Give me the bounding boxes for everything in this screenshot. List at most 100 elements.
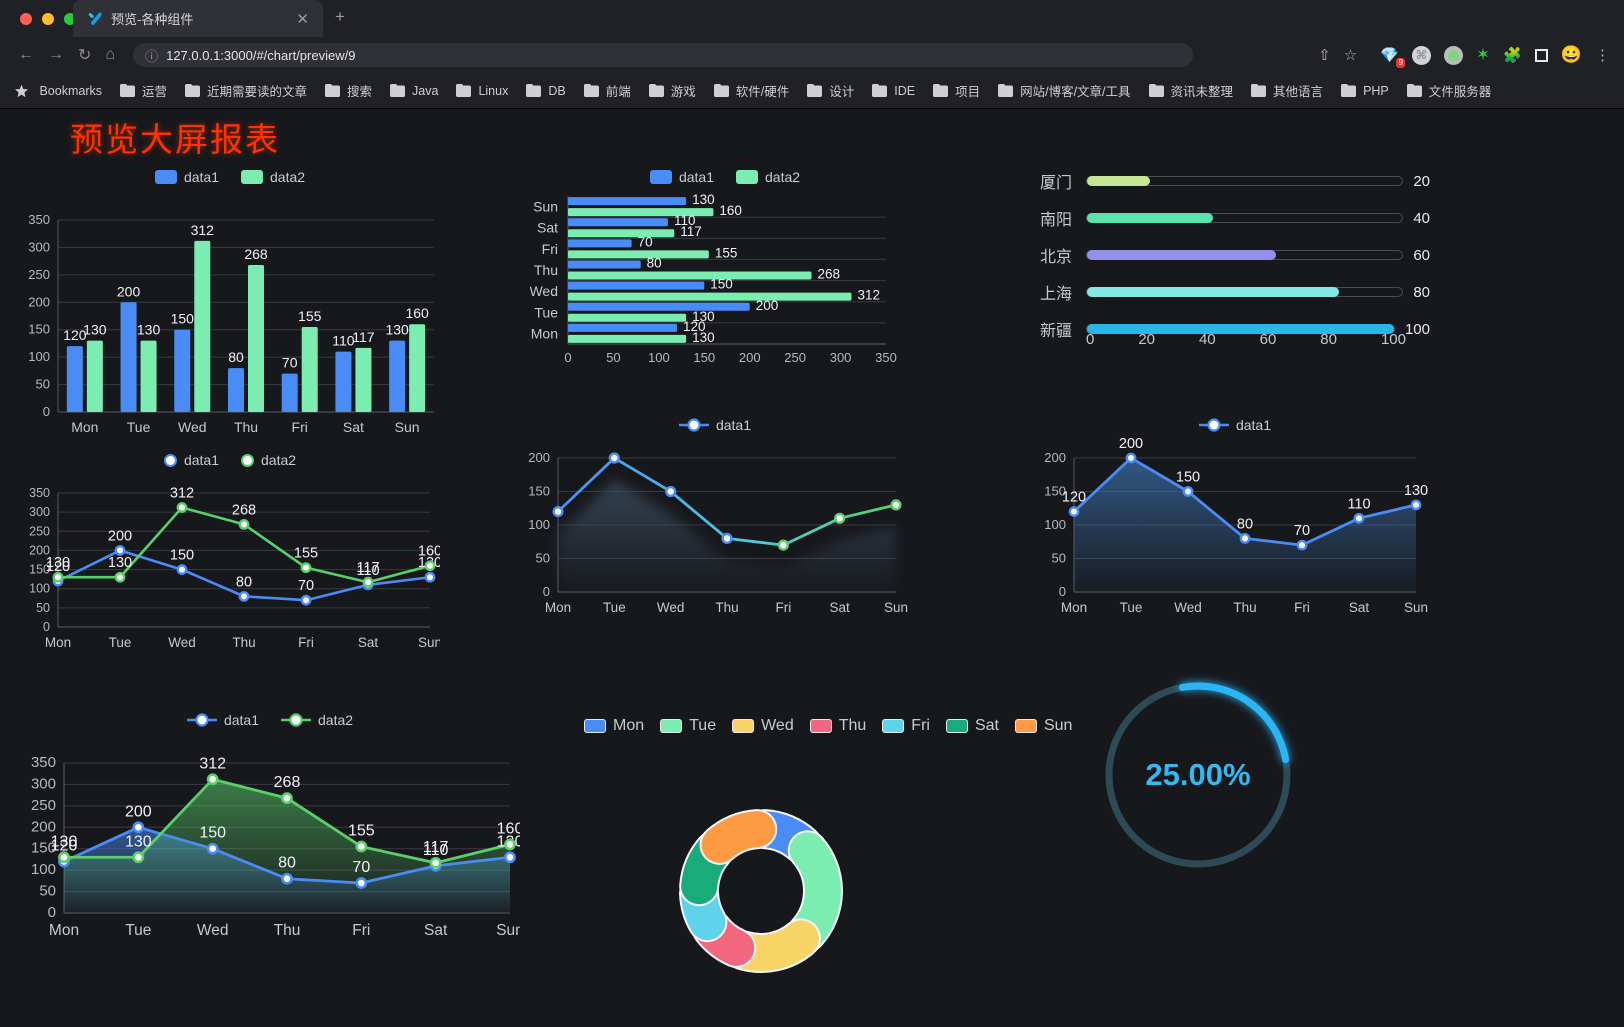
svg-text:200: 200 [125,803,152,820]
svg-text:350: 350 [28,212,50,227]
svg-text:130: 130 [46,555,70,571]
svg-text:Wed: Wed [168,635,196,647]
svg-text:Sat: Sat [537,220,558,236]
svg-text:0: 0 [1059,584,1066,599]
svg-text:Thu: Thu [234,419,258,435]
svg-text:268: 268 [817,267,840,282]
svg-text:110: 110 [1347,496,1370,512]
svg-text:50: 50 [1052,551,1066,566]
svg-text:117: 117 [356,560,379,576]
svg-text:100: 100 [28,349,50,364]
svg-text:Thu: Thu [1233,600,1256,612]
svg-text:Mon: Mon [1061,600,1087,612]
svg-text:250: 250 [31,797,56,814]
svg-text:300: 300 [830,350,852,364]
svg-text:Sun: Sun [1404,600,1428,612]
svg-text:350: 350 [31,754,56,771]
svg-text:0: 0 [543,584,550,599]
svg-text:0: 0 [43,620,50,634]
svg-text:Sun: Sun [884,600,908,612]
svg-text:300: 300 [31,775,56,792]
svg-text:Sat: Sat [830,600,851,612]
svg-text:Mon: Mon [545,600,571,612]
svg-text:250: 250 [784,350,806,364]
svg-text:160: 160 [418,544,440,560]
svg-text:Thu: Thu [274,922,301,937]
svg-text:150: 150 [170,548,194,564]
svg-text:Wed: Wed [657,600,685,612]
svg-text:50: 50 [36,601,50,615]
svg-text:117: 117 [423,839,449,856]
svg-text:100: 100 [528,517,550,532]
svg-text:268: 268 [232,502,256,518]
svg-text:100: 100 [31,861,56,878]
svg-text:130: 130 [692,192,715,207]
svg-text:200: 200 [528,450,550,465]
svg-text:150: 150 [199,825,226,842]
svg-text:Thu: Thu [534,262,558,278]
svg-text:155: 155 [348,823,375,840]
svg-text:0: 0 [48,904,56,921]
svg-text:Wed: Wed [530,283,558,299]
svg-text:80: 80 [1237,516,1253,532]
svg-text:250: 250 [28,267,50,282]
svg-text:268: 268 [274,774,301,791]
svg-text:150: 150 [693,350,715,364]
svg-text:50: 50 [536,551,550,566]
svg-text:312: 312 [170,486,194,502]
svg-text:70: 70 [282,355,298,371]
svg-text:200: 200 [1044,450,1066,465]
svg-text:130: 130 [137,322,161,338]
svg-text:200: 200 [756,298,779,313]
svg-text:Sun: Sun [533,199,558,215]
svg-text:155: 155 [294,546,318,562]
svg-text:Thu: Thu [232,635,255,647]
svg-text:100: 100 [29,582,50,596]
svg-text:312: 312 [199,755,226,772]
svg-text:312: 312 [857,288,880,303]
svg-text:Fri: Fri [352,922,370,937]
svg-text:160: 160 [719,203,742,218]
svg-text:Wed: Wed [178,419,207,435]
svg-text:80: 80 [278,855,296,872]
svg-text:100: 100 [1044,517,1066,532]
svg-text:Tue: Tue [109,635,132,647]
svg-text:200: 200 [739,350,761,364]
svg-text:200: 200 [1119,438,1143,452]
svg-text:Fri: Fri [775,600,791,612]
svg-text:117: 117 [680,224,702,239]
svg-text:130: 130 [51,833,78,850]
svg-text:117: 117 [352,329,375,345]
svg-text:130: 130 [108,555,132,571]
svg-text:120: 120 [1062,490,1086,506]
svg-text:312: 312 [191,222,215,238]
svg-text:200: 200 [28,294,50,309]
svg-text:350: 350 [29,486,50,500]
svg-text:268: 268 [244,246,268,262]
svg-text:Sat: Sat [424,922,448,937]
svg-text:Thu: Thu [715,600,738,612]
svg-text:70: 70 [352,859,370,876]
svg-text:130: 130 [83,322,107,338]
svg-text:Sat: Sat [1349,600,1370,612]
svg-text:80: 80 [647,256,662,271]
svg-text:50: 50 [36,377,50,392]
svg-text:155: 155 [298,308,322,324]
svg-text:Wed: Wed [1174,600,1202,612]
svg-text:Tue: Tue [125,922,151,937]
svg-text:200: 200 [117,283,141,299]
svg-text:Fri: Fri [298,635,314,647]
svg-text:Sun: Sun [496,922,520,937]
svg-text:150: 150 [528,484,550,499]
svg-text:130: 130 [1404,483,1428,499]
svg-text:50: 50 [39,883,56,900]
svg-text:Tue: Tue [1120,600,1143,612]
svg-text:0: 0 [564,350,571,364]
svg-text:130: 130 [385,322,409,338]
svg-text:Mon: Mon [49,922,79,937]
svg-text:150: 150 [171,311,195,327]
svg-text:350: 350 [875,350,897,364]
svg-text:Tue: Tue [127,419,151,435]
svg-text:130: 130 [125,833,152,850]
svg-text:50: 50 [606,350,620,364]
